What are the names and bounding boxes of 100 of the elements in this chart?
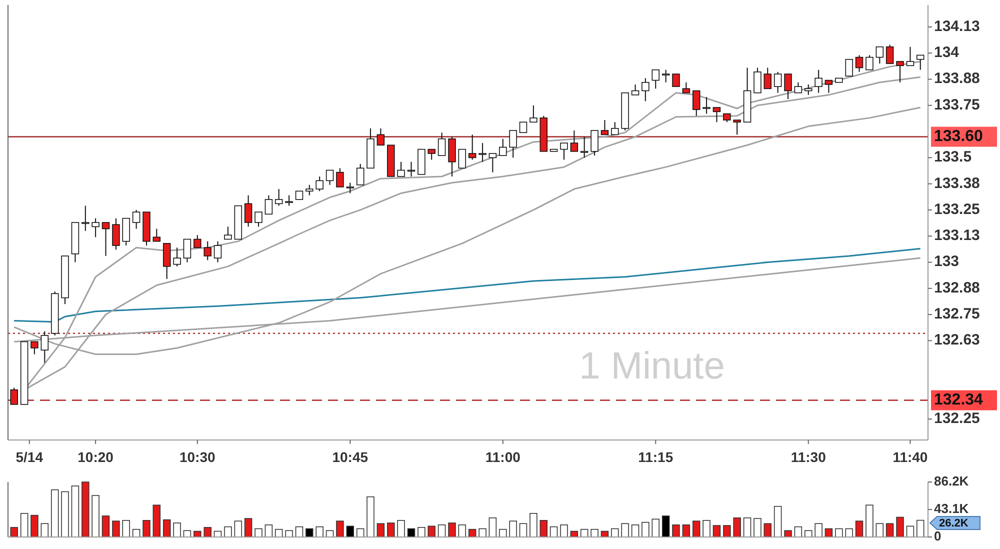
bar [733,517,741,538]
candlestick [478,142,486,162]
bar [774,506,782,538]
bar [754,518,762,538]
candlestick [631,84,640,96]
bar [530,512,538,538]
candlestick [570,130,578,152]
bar [10,527,18,538]
candlestick [173,247,181,267]
bar [173,522,181,538]
candlestick [774,71,782,94]
bar [40,523,49,538]
y-tick-label: 133 [934,253,960,270]
candlestick [40,330,49,364]
ref-line-label: 133.60 [934,128,984,145]
bar [499,528,507,538]
bar [560,524,568,538]
bar [102,516,110,538]
candlestick [590,130,598,156]
candlestick [672,74,680,87]
candlestick [509,130,517,158]
candlestick [448,136,456,177]
bar [866,504,874,538]
bar [916,520,924,538]
candlestick [224,226,232,240]
bar [71,486,80,538]
bar [204,527,212,538]
bar [254,528,262,538]
bar [285,530,293,538]
x-tick-label: 10:20 [78,449,114,465]
y-tick-label: 133.5 [934,148,972,166]
candlestick [824,80,833,94]
bar [642,522,650,538]
candlestick [866,54,874,70]
bar [387,522,395,538]
bar [702,520,710,538]
bar [142,520,150,538]
candlestick [560,142,568,160]
bar [448,522,456,538]
candlestick [132,209,140,230]
candlestick [438,132,446,156]
candlestick [652,69,660,90]
candlestick [397,161,405,177]
bar [376,523,385,538]
bar [672,524,680,538]
candlestick [264,194,273,215]
y-tick-label: 0 [934,528,942,544]
candlestick [712,106,721,123]
candlestick [764,67,772,90]
candlestick [316,176,324,192]
bar [764,523,772,538]
y-tick-label: 133.75 [934,96,980,114]
candlestick [600,120,609,136]
candlestick [244,194,252,228]
bar [438,524,446,538]
candlestick [530,104,538,123]
bar [162,519,171,538]
bar [316,526,324,538]
ref-line-label: 132.34 [934,391,984,408]
candlestick [855,54,864,72]
y-tick-label: 133.38 [934,174,980,192]
bar [712,525,721,538]
candlestick [274,188,283,206]
x-tick-label: 10:30 [179,449,216,465]
candlestick [458,148,466,169]
candlestick [102,222,110,256]
bar [152,504,161,538]
bar [590,528,598,538]
candlestick [916,54,924,70]
candlestick [285,194,293,206]
bar [876,523,884,538]
bar [50,489,59,538]
candlestick [896,60,904,83]
x-tick-label: 11:15 [638,449,674,465]
bar [306,528,314,538]
bar [428,526,436,538]
bar [30,514,38,538]
y-tick-label: 132.25 [934,410,980,428]
bar [122,520,130,538]
candlestick [733,120,741,136]
candlestick [204,240,212,261]
candlestick [814,69,822,94]
bar [692,520,700,538]
candlestick [428,148,436,160]
bar [784,530,792,538]
candlestick [519,122,528,133]
bar [886,523,894,538]
y-tick-label: 134.13 [934,18,980,35]
x-tick-label: 11:00 [485,449,521,465]
candlestick [183,238,192,263]
bar [366,496,374,538]
bar [662,516,670,538]
candlestick [488,152,497,173]
candlestick [784,74,792,100]
candlestick [254,212,262,228]
candlestick [162,242,171,280]
candlestick [906,46,914,66]
candlestick [794,82,802,94]
x-tick-label: 10:45 [332,449,368,465]
bar [835,528,843,538]
